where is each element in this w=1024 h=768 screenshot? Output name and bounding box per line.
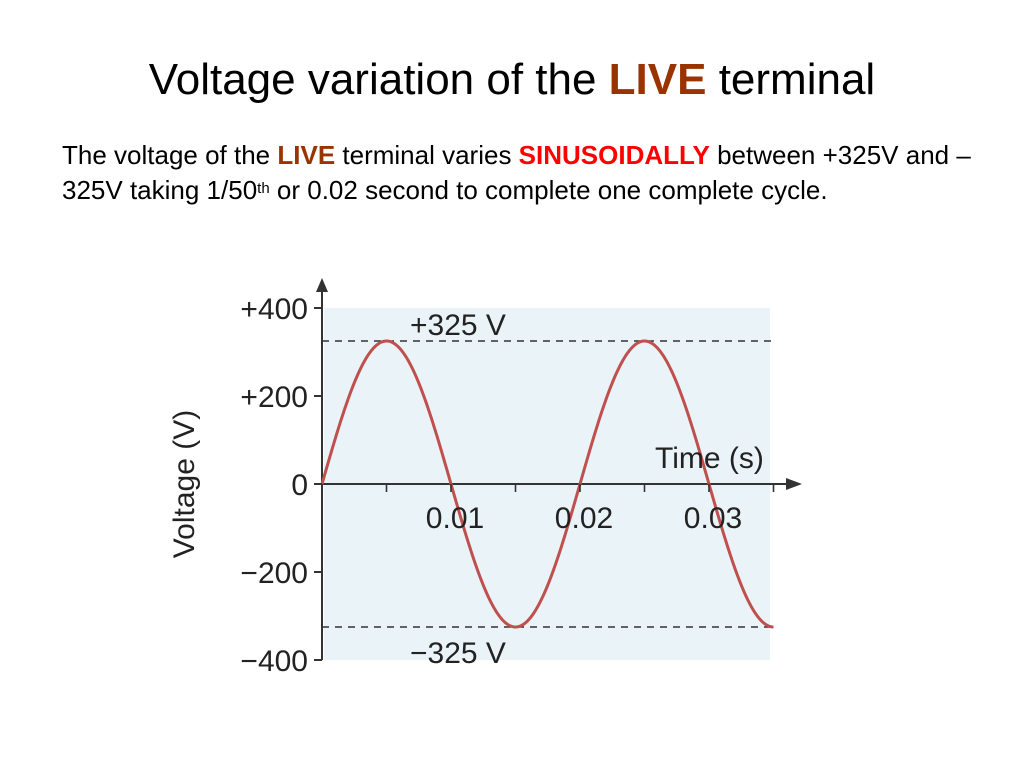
series-group	[320, 339, 774, 629]
body-part-1: The voltage of the	[62, 140, 278, 170]
title-part-2: terminal	[706, 55, 876, 104]
voltage-time-chart: +325 V −325 V +400 +200 0 −200 −400 0.01 0.02 0.…	[168, 278, 802, 678]
body-part-3: between +325V and – 325V taking 1/50	[62, 140, 971, 205]
reference-lines: +325 V −325 V	[322, 309, 772, 670]
reference-line-label-0: +325 V	[410, 309, 506, 342]
x-tick-label-2: 0.03	[684, 502, 742, 535]
y-axis-arrow	[316, 278, 328, 292]
y-tick-label-2: 0	[291, 469, 308, 502]
body-paragraph: The voltage of the LIVE terminal varies …	[62, 138, 992, 208]
x-axis-label: Time (s)	[655, 442, 764, 475]
body-part-2: terminal varies	[335, 140, 519, 170]
body-live-word: LIVE	[277, 140, 336, 170]
y-tick-label-4: −400	[240, 645, 308, 678]
title-part-1: Voltage variation of the	[148, 55, 609, 104]
y-tick-label-0: +400	[240, 293, 308, 326]
body-sinusoidally-word: SINUSOIDALLY	[518, 140, 710, 170]
y-tick-label-3: −200	[240, 557, 308, 590]
body-superscript: th	[257, 180, 270, 197]
slide-title: Voltage variation of the LIVE terminal	[0, 50, 1024, 110]
x-axis-arrow	[786, 478, 802, 490]
y-tick-label-1: +200	[240, 381, 308, 414]
x-tick-label-1: 0.02	[555, 502, 613, 535]
tick-labels: +400 +200 0 −200 −400 0.01 0.02 0.03	[240, 293, 775, 678]
y-axis-label: Voltage (V)	[168, 410, 201, 558]
voltage-sine-curve	[320, 339, 774, 629]
body-part-4: or 0.02 second to complete one complete …	[269, 175, 828, 205]
x-tick-label-0: 0.01	[426, 502, 484, 535]
reference-line-label-1: −325 V	[410, 637, 506, 670]
axes	[316, 278, 802, 660]
title-live-word: LIVE	[608, 55, 707, 104]
